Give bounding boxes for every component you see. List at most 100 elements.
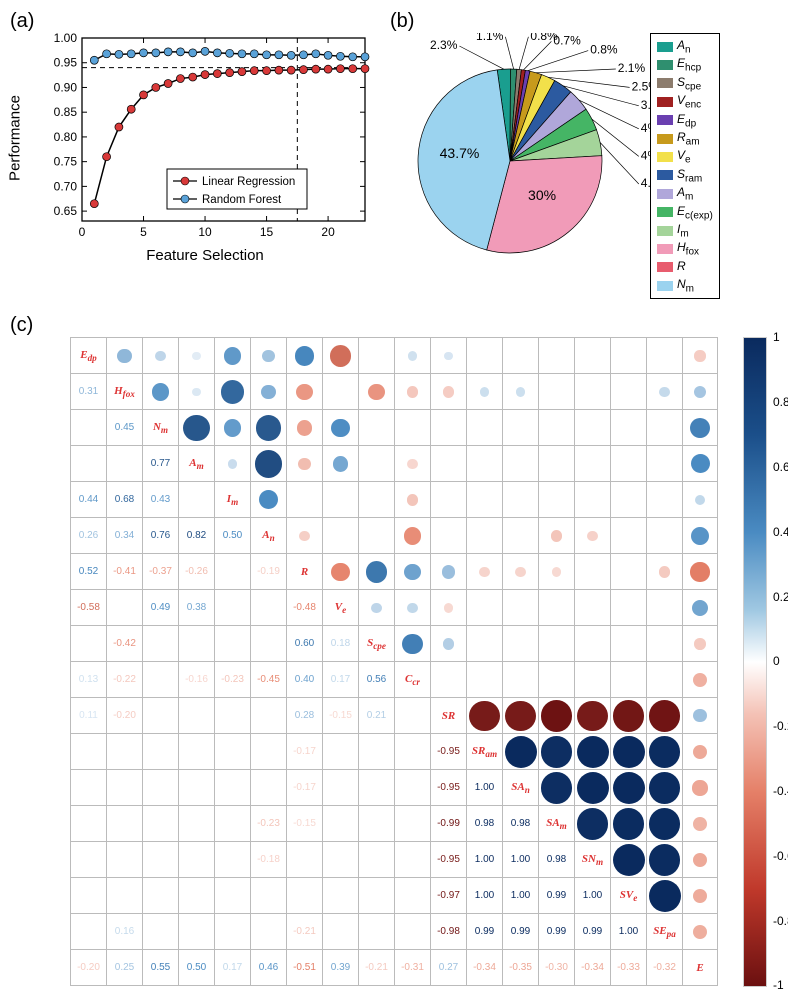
corr-value: -0.98: [437, 926, 460, 937]
corr-dot: [296, 384, 313, 401]
corr-value: 0.43: [151, 494, 170, 505]
corr-cell: [286, 481, 322, 517]
corr-value: 1.00: [511, 854, 530, 865]
corr-cell: [574, 481, 610, 517]
corr-cell: SEpa: [646, 913, 682, 949]
corr-dot: [330, 345, 351, 366]
corr-cell: [214, 769, 250, 805]
corr-value: 0.76: [151, 530, 170, 541]
corr-cell: 1.00: [502, 877, 538, 913]
corr-dot: [694, 638, 705, 649]
corr-cell: [538, 661, 574, 697]
corr-dot: [256, 415, 282, 441]
corr-cell: [394, 805, 430, 841]
legend-label: Ehcp: [677, 56, 701, 73]
corr-cell: -0.20: [106, 697, 142, 733]
corr-cell: -0.31: [394, 949, 430, 985]
corr-cell: [682, 445, 718, 481]
corr-value: -0.95: [437, 854, 460, 865]
corr-cell: [574, 733, 610, 769]
corr-cell: -0.19: [250, 553, 286, 589]
corr-cell: [394, 589, 430, 625]
corr-cell: [70, 625, 106, 661]
corr-cell: 0.11: [70, 697, 106, 733]
colorbar-tick: 0: [773, 654, 780, 668]
chart-a-svg: 0.650.700.750.800.850.900.951.0005101520…: [40, 33, 370, 243]
corr-cell: [106, 445, 142, 481]
corr-cell: [142, 805, 178, 841]
corr-dot: [693, 925, 707, 939]
corr-value: -0.20: [77, 962, 100, 973]
corr-cell: [610, 409, 646, 445]
corr-dot: [692, 600, 708, 616]
corr-cell: [466, 553, 502, 589]
corr-value: -0.42: [113, 638, 136, 649]
corr-value: 0.98: [475, 818, 494, 829]
corr-cell: [106, 337, 142, 373]
legend-swatch: [657, 115, 673, 125]
corr-diag-label: Edp: [80, 349, 97, 363]
corr-dot: [690, 418, 710, 438]
corr-cell: [574, 769, 610, 805]
corr-cell: [106, 841, 142, 877]
svg-text:0.7%: 0.7%: [553, 33, 581, 47]
svg-text:1.00: 1.00: [54, 33, 78, 45]
corr-value: 0.13: [79, 674, 98, 685]
corr-cell: -0.23: [250, 805, 286, 841]
corr-dot: [259, 490, 278, 509]
legend-swatch: [657, 281, 673, 291]
colorbar-tick: -0.6: [773, 849, 788, 863]
corr-dot: [649, 772, 681, 804]
corr-dot: [693, 709, 706, 722]
corr-cell: [466, 481, 502, 517]
corr-value: -0.51: [293, 962, 316, 973]
corr-value: 0.31: [79, 386, 98, 397]
corr-dot: [613, 844, 645, 876]
corr-cell: -0.95: [430, 733, 466, 769]
corr-value: -0.31: [401, 962, 424, 973]
corr-cell: [538, 589, 574, 625]
corr-dot: [516, 387, 526, 397]
corr-cell: [466, 517, 502, 553]
corr-cell: [394, 841, 430, 877]
corr-cell: SNm: [574, 841, 610, 877]
corr-dot: [659, 566, 670, 577]
corr-dot: [690, 562, 709, 581]
corr-cell: [394, 877, 430, 913]
corr-cell: [610, 625, 646, 661]
corr-cell: [610, 805, 646, 841]
colorbar-tick: -0.2: [773, 719, 788, 733]
legend-row: Hfox: [657, 240, 713, 257]
corr-cell: [646, 373, 682, 409]
corr-cell: [178, 841, 214, 877]
corr-cell: [430, 589, 466, 625]
corr-cell: 0.98: [538, 841, 574, 877]
corr-cell: [610, 589, 646, 625]
corr-value: -0.20: [113, 710, 136, 721]
legend-label: Edp: [677, 112, 696, 129]
svg-text:0.95: 0.95: [54, 56, 78, 70]
corr-cell: [322, 517, 358, 553]
legend-row: Ve: [657, 148, 713, 165]
corr-cell: [646, 625, 682, 661]
corr-value: 0.27: [439, 962, 458, 973]
corr-value: 0.26: [79, 530, 98, 541]
corr-cell: -0.98: [430, 913, 466, 949]
corr-cell: [502, 337, 538, 373]
colorbar-strip: [743, 337, 767, 987]
corr-dot: [366, 561, 388, 583]
corr-value: -0.41: [113, 566, 136, 577]
corr-value: 0.55: [151, 962, 170, 973]
corr-cell: [322, 373, 358, 409]
corr-cell: [538, 337, 574, 373]
corr-cell: [646, 805, 682, 841]
legend-swatch: [657, 78, 673, 88]
corr-cell: -0.45: [250, 661, 286, 697]
corr-cell: [214, 445, 250, 481]
corr-cell: [286, 373, 322, 409]
corr-dot: [404, 564, 420, 580]
corr-dot: [192, 388, 201, 397]
corr-cell: [646, 445, 682, 481]
corr-cell: [610, 769, 646, 805]
legend-row: Venc: [657, 93, 713, 110]
